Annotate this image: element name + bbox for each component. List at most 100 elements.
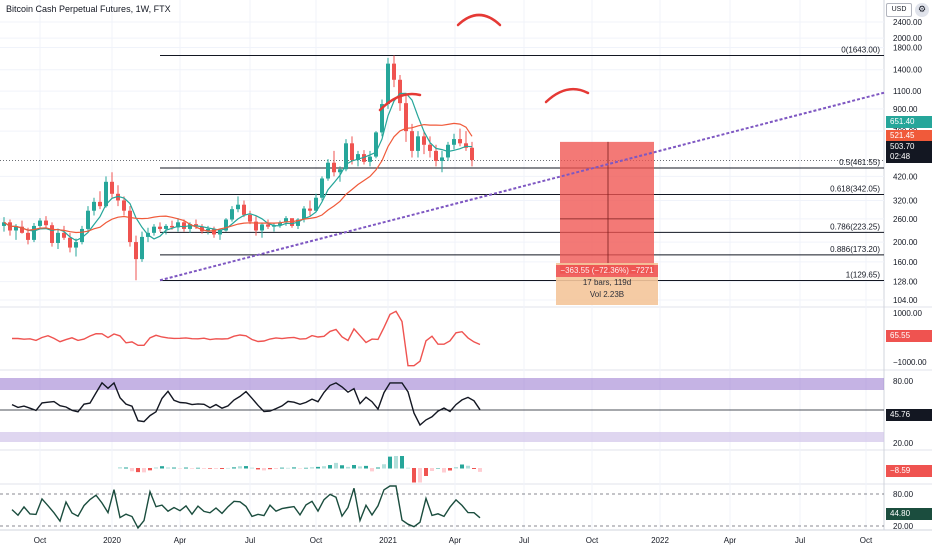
candle-body[interactable] <box>116 193 120 201</box>
fib-level-label: 0.886(173.20) <box>830 245 880 254</box>
measure-rect[interactable] <box>560 141 654 274</box>
candle-body[interactable] <box>440 157 444 161</box>
candle-body[interactable] <box>212 228 216 235</box>
time-axis-tick: Jul <box>795 536 805 545</box>
candle-body[interactable] <box>314 197 318 211</box>
candle-body[interactable] <box>176 222 180 228</box>
candle-body[interactable] <box>230 209 234 220</box>
histogram-bar <box>190 468 194 469</box>
candle-body[interactable] <box>182 222 186 229</box>
candle-body[interactable] <box>110 181 114 194</box>
candle-body[interactable] <box>80 228 84 243</box>
candle-body[interactable] <box>284 218 288 223</box>
candle-body[interactable] <box>152 226 156 233</box>
histogram-bar <box>196 467 200 469</box>
candle-body[interactable] <box>374 132 378 157</box>
candle-body[interactable] <box>416 136 420 151</box>
pattern-arc[interactable] <box>378 92 422 112</box>
candle-body[interactable] <box>422 136 426 145</box>
measure-change: −363.55 (−72.36%) −7271 <box>556 265 658 277</box>
candle-body[interactable] <box>20 226 24 233</box>
pattern-arc[interactable] <box>544 87 590 104</box>
candle-body[interactable] <box>188 224 192 229</box>
candle-body[interactable] <box>68 237 72 248</box>
candle-body[interactable] <box>74 242 78 248</box>
candle-body[interactable] <box>158 226 162 229</box>
candle-body[interactable] <box>380 104 384 133</box>
candle-body[interactable] <box>242 204 246 215</box>
candle-body[interactable] <box>410 131 414 151</box>
candle-body[interactable] <box>62 232 66 238</box>
pane4-line <box>11 485 481 530</box>
candle-body[interactable] <box>170 225 174 228</box>
symbol-title[interactable]: Bitcoin Cash Perpetual Futures, 1W, FTX <box>6 4 171 14</box>
candle-body[interactable] <box>86 210 90 229</box>
candle-body[interactable] <box>308 208 312 211</box>
settings-gear-icon[interactable]: ⚙ <box>915 3 929 17</box>
candle-body[interactable] <box>224 219 228 231</box>
candle-body[interactable] <box>140 236 144 260</box>
histogram-bar <box>412 468 416 483</box>
candle-body[interactable] <box>38 220 42 226</box>
time-axis-tick: Oct <box>860 536 873 545</box>
candle-body[interactable] <box>248 214 252 222</box>
histogram-bar <box>172 467 176 469</box>
candle-body[interactable] <box>260 224 264 231</box>
histogram-bar <box>448 468 452 471</box>
candle-body[interactable] <box>104 181 108 207</box>
candle-body[interactable] <box>338 169 342 173</box>
currency-button[interactable]: USD <box>886 3 912 17</box>
candle-body[interactable] <box>398 79 402 104</box>
candle-body[interactable] <box>56 232 60 243</box>
candle-body[interactable] <box>14 226 18 231</box>
candle-body[interactable] <box>92 201 96 211</box>
candle-body[interactable] <box>218 230 222 235</box>
candle-body[interactable] <box>236 204 240 210</box>
histogram-bar <box>424 468 428 476</box>
candle-body[interactable] <box>434 150 438 161</box>
candle-body[interactable] <box>320 178 324 198</box>
candle-body[interactable] <box>200 226 204 232</box>
candle-body[interactable] <box>326 162 330 179</box>
histogram-bar <box>472 468 476 469</box>
candle-body[interactable] <box>26 232 30 240</box>
candle-body[interactable] <box>404 103 408 132</box>
candle-body[interactable] <box>344 143 348 170</box>
candle-body[interactable] <box>44 220 48 226</box>
candle-body[interactable] <box>350 143 354 161</box>
candle-body[interactable] <box>332 162 336 173</box>
trendline[interactable] <box>159 91 885 282</box>
candle-body[interactable] <box>254 221 258 231</box>
candle-body[interactable] <box>278 222 282 226</box>
histogram-bar <box>388 456 392 469</box>
time-axis-tick: Jul <box>519 536 529 545</box>
candle-body[interactable] <box>470 147 474 161</box>
pattern-arc[interactable] <box>456 13 502 27</box>
candle-body[interactable] <box>98 201 102 207</box>
pane4-tick: 20.00 <box>893 522 914 531</box>
candle-body[interactable] <box>32 225 36 240</box>
histogram-bar <box>166 467 170 469</box>
histogram-bar <box>352 465 356 469</box>
candle-body[interactable] <box>50 225 54 243</box>
candle-body[interactable] <box>392 63 396 80</box>
candle-body[interactable] <box>2 222 6 226</box>
candle-body[interactable] <box>128 210 132 243</box>
candle-body[interactable] <box>452 139 456 145</box>
candle-body[interactable] <box>368 156 372 162</box>
candle-body[interactable] <box>458 139 462 144</box>
candle-body[interactable] <box>266 224 270 227</box>
candle-body[interactable] <box>134 242 138 260</box>
candle-body[interactable] <box>362 154 366 162</box>
price-axis-tick: 2000.00 <box>893 34 922 43</box>
candle-body[interactable] <box>164 225 168 229</box>
candle-body[interactable] <box>464 143 468 148</box>
candle-body[interactable] <box>122 200 126 211</box>
time-axis-tick: Oct <box>586 536 599 545</box>
candle-body[interactable] <box>302 208 306 220</box>
candle-body[interactable] <box>428 144 432 151</box>
candle-body[interactable] <box>206 228 210 232</box>
candle-body[interactable] <box>386 63 390 105</box>
candle-body[interactable] <box>356 154 360 161</box>
